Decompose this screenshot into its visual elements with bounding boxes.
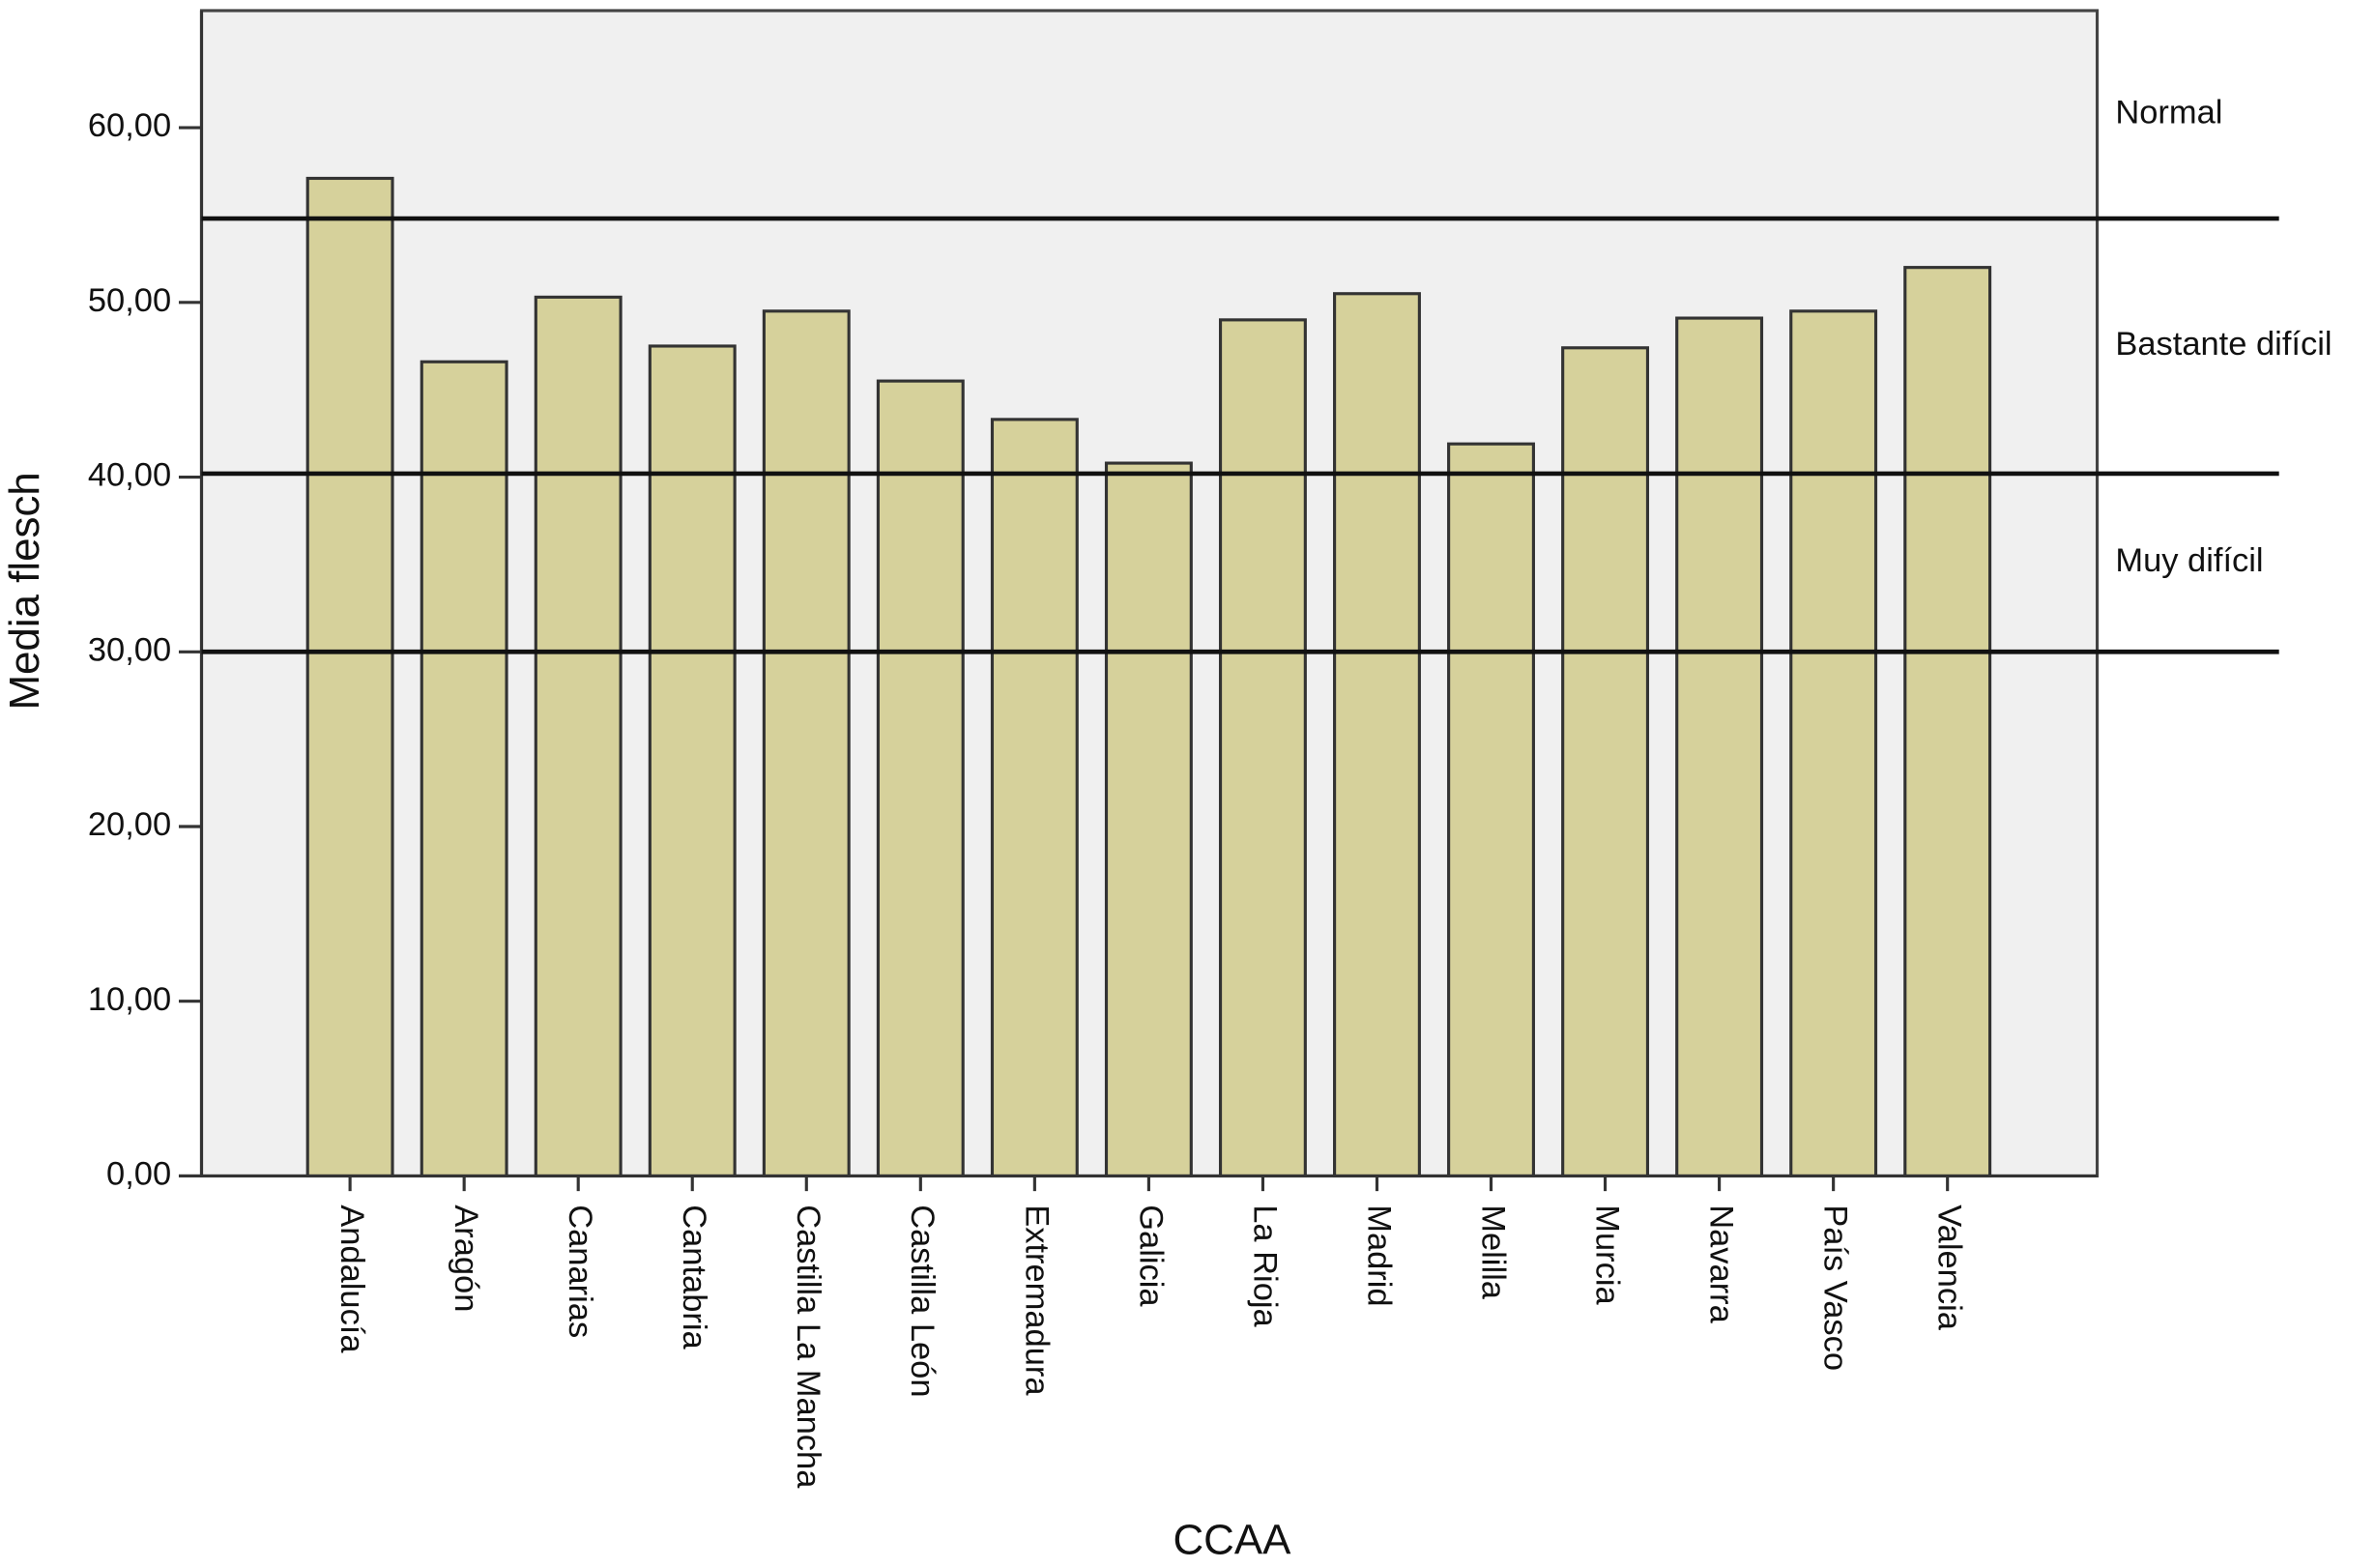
bar xyxy=(876,379,965,1178)
bar xyxy=(762,309,851,1178)
x-tick-label: Valencia xyxy=(1931,1205,1968,1330)
bar xyxy=(1675,316,1764,1178)
bar xyxy=(1789,309,1878,1178)
bar xyxy=(1218,318,1307,1178)
bar xyxy=(648,344,737,1178)
x-tick-label: Castilla La Mancha xyxy=(790,1205,826,1489)
y-tick-label: 0,00 xyxy=(106,1156,171,1193)
x-tick-label: Castilla León xyxy=(904,1205,941,1397)
zone-label: Muy difícil xyxy=(2115,542,2263,579)
x-tick-label: Aragón xyxy=(448,1205,484,1312)
x-tick-label: Canarias xyxy=(562,1205,598,1338)
bar xyxy=(1333,292,1421,1178)
bar xyxy=(420,360,508,1178)
zone-label: Normal xyxy=(2115,95,2222,131)
x-tick-label: Cantabria xyxy=(676,1205,712,1350)
x-tick-label: Madrid xyxy=(1360,1205,1397,1306)
bar xyxy=(1561,346,1650,1178)
bar xyxy=(1447,442,1535,1178)
x-tick-label: Murcia xyxy=(1588,1205,1625,1305)
bar xyxy=(1104,461,1193,1178)
y-tick-label: 60,00 xyxy=(88,107,171,144)
bar xyxy=(1903,266,1992,1178)
bar xyxy=(990,418,1079,1178)
zone-label: Bastante difícil xyxy=(2115,326,2332,363)
bar xyxy=(305,176,394,1178)
y-axis-title: Media flesch xyxy=(1,472,48,710)
y-tick-label: 50,00 xyxy=(88,282,171,319)
plot-layer: 0,00 10,00 20,00 30,00 40,00 50,00 60,00 Andalu… xyxy=(88,10,2333,1489)
bar xyxy=(534,295,623,1178)
x-tick-label: País Vasco xyxy=(1817,1205,1854,1371)
x-tick-label: Melilla xyxy=(1474,1205,1511,1300)
x-tick-label: Andalucía xyxy=(333,1205,370,1353)
y-tick-label: 30,00 xyxy=(88,631,171,668)
x-tick-label: La Rioja xyxy=(1246,1205,1283,1327)
x-tick-label: Galicia xyxy=(1132,1205,1169,1307)
x-axis-title: CCAA xyxy=(1174,1516,1292,1563)
y-tick-label: 20,00 xyxy=(88,806,171,843)
x-tick-label: Extremadura xyxy=(1018,1205,1055,1396)
y-tick-label: 40,00 xyxy=(88,457,171,494)
x-tick-label: Navarra xyxy=(1702,1205,1739,1323)
y-tick-label: 10,00 xyxy=(88,981,171,1018)
